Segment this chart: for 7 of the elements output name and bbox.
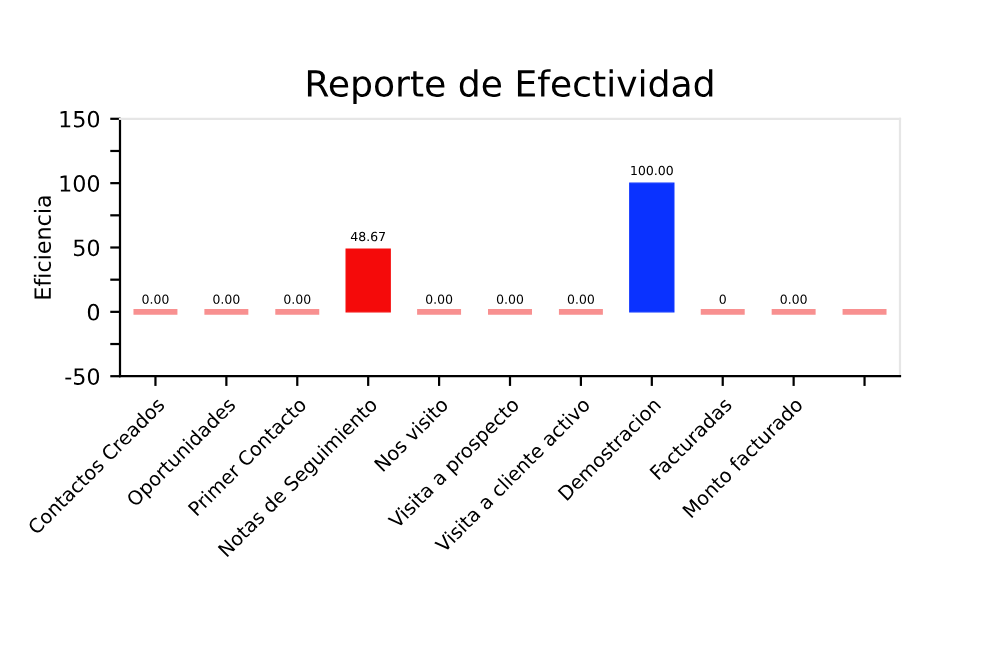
chart-title: Reporte de Efectividad [307,69,713,105]
y-tick-label: 100 [60,175,100,192]
y-axis-title: Eficiencia [33,196,52,299]
y-tick-label: 150 [60,110,100,128]
y-tick-label: -50 [65,368,100,385]
y-tick-label: 0 [87,303,100,321]
y-tick-label: 50 [73,239,100,257]
